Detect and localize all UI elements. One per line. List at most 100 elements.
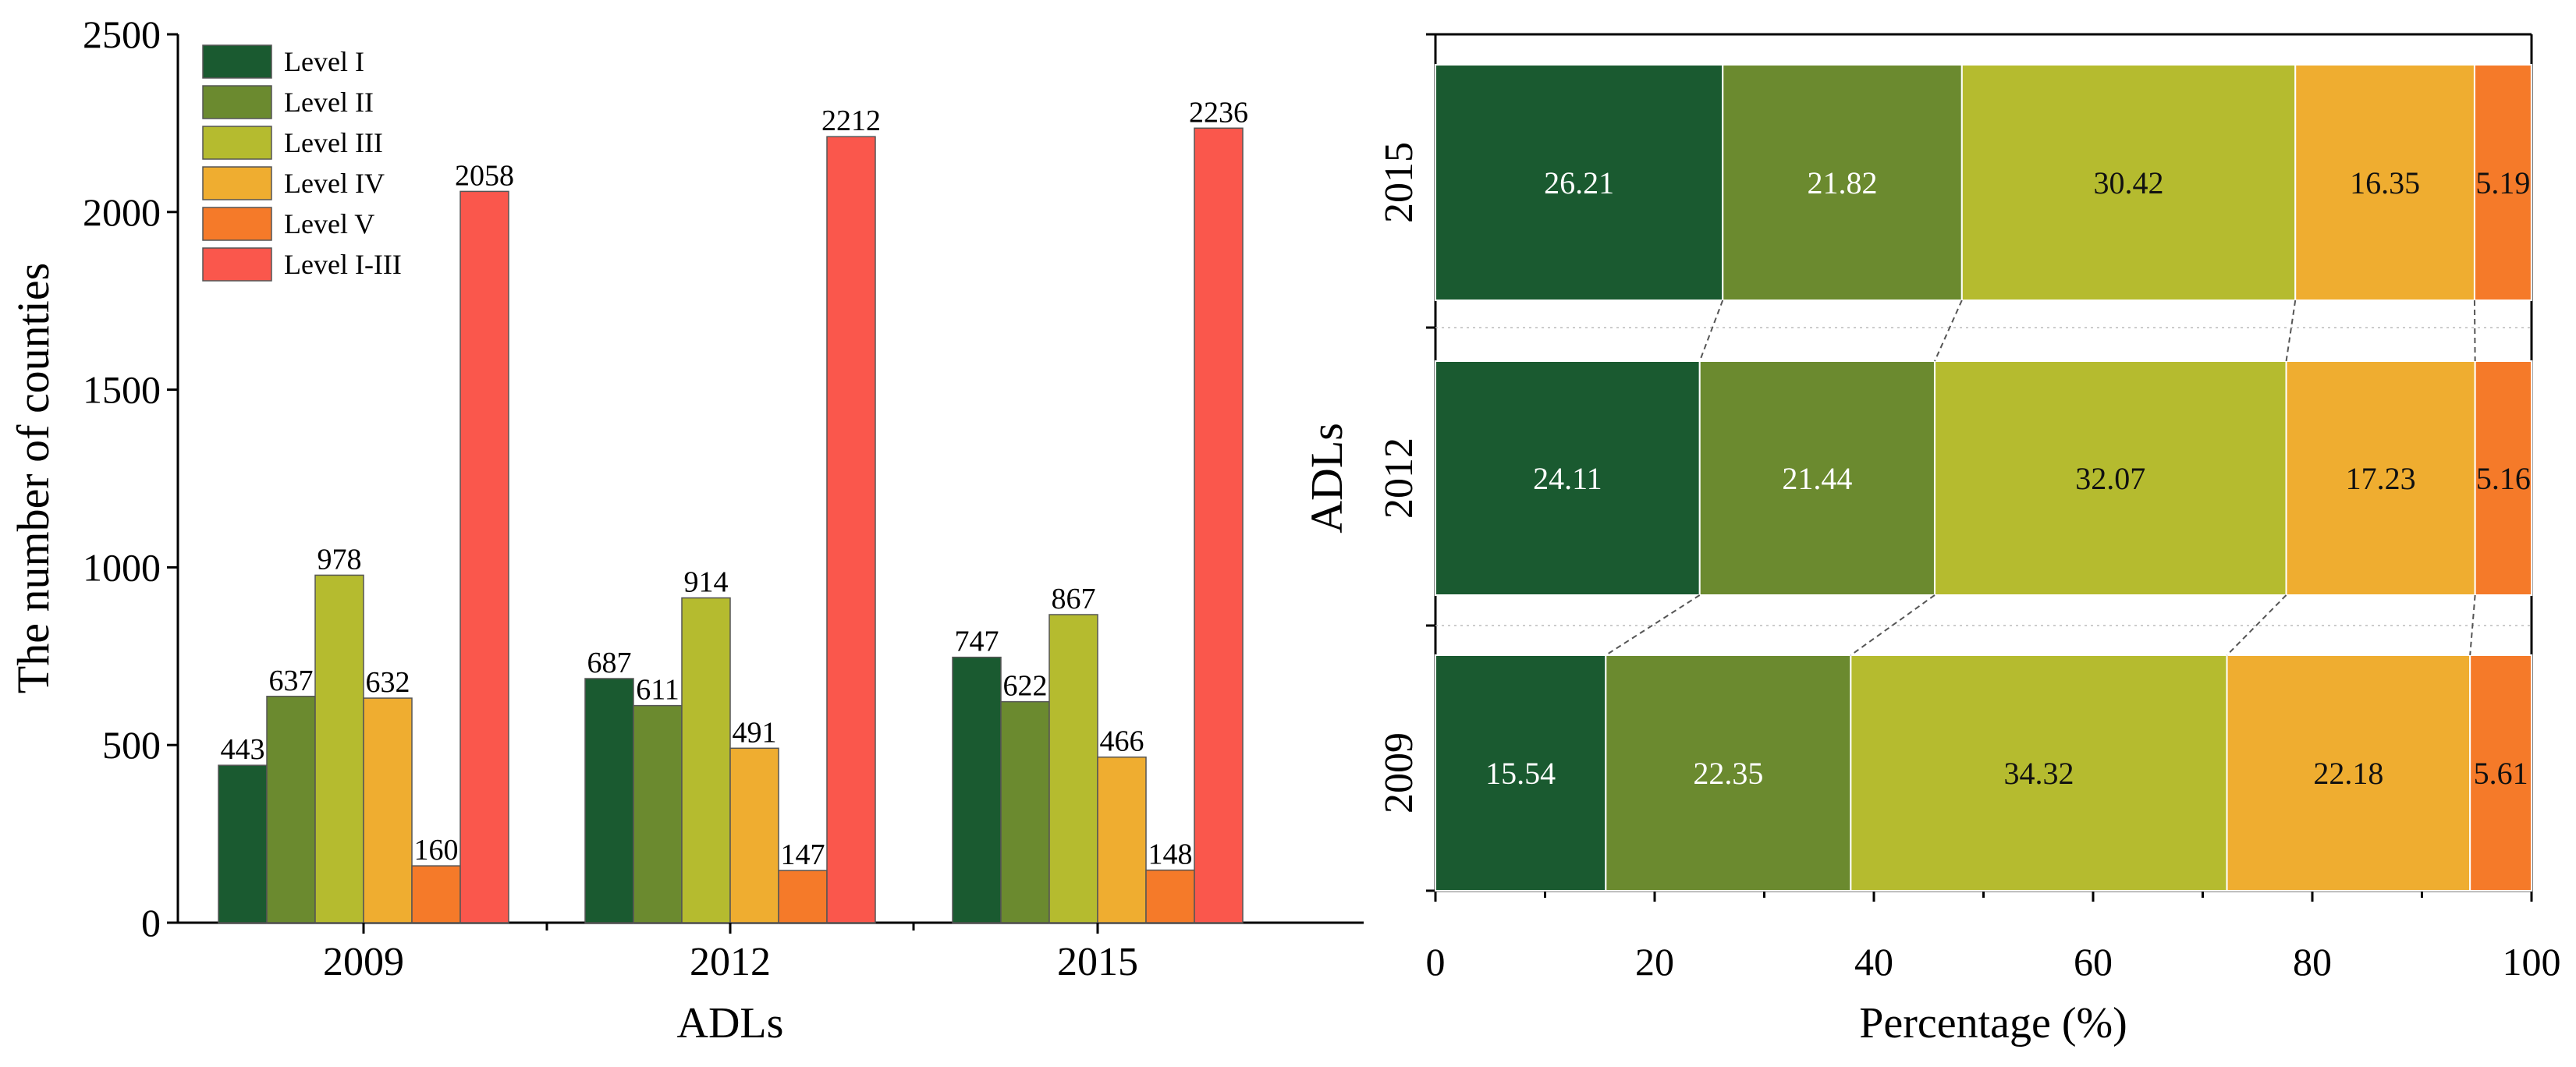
bar-data-label: 147: [781, 838, 825, 871]
segment-data-label: 17.23: [2346, 461, 2416, 496]
bar-data-label: 491: [733, 716, 777, 749]
y-tick-label: 2000: [83, 190, 161, 234]
segment-data-label: 21.44: [1782, 461, 1852, 496]
bar: [314, 574, 364, 923]
bar-data-label: 611: [636, 674, 679, 707]
bar: [826, 136, 876, 923]
connector-line: [1850, 594, 1936, 656]
bar: [681, 597, 731, 923]
segment-data-label: 34.32: [2003, 756, 2074, 791]
legend-swatch: [202, 207, 272, 241]
bar: [1097, 756, 1147, 923]
x-tick-label: 100: [2503, 940, 2561, 984]
x-tick-label: 2015: [1057, 940, 1138, 984]
bar-data-label: 632: [366, 666, 410, 699]
bar: [411, 865, 461, 923]
stacked-segment: [2474, 360, 2533, 596]
x-tick-label: 2012: [690, 940, 771, 984]
x-tick-label: 80: [2293, 940, 2332, 984]
stacked-segment: [1605, 654, 1852, 892]
bar: [729, 747, 779, 923]
y-tick-label: 2500: [83, 12, 161, 56]
stacked-segment: [1722, 64, 1963, 301]
segment-data-label: 32.07: [2075, 461, 2145, 496]
stacked-segment: [2473, 64, 2532, 301]
segment-data-label: 15.54: [1485, 756, 1556, 791]
stacked-segment: [1435, 654, 1607, 892]
segment-data-label: 5.19: [2475, 165, 2530, 200]
stacked-segment: [2294, 64, 2475, 301]
connector-line: [2469, 594, 2476, 656]
connector-line: [1698, 300, 1724, 362]
segment-data-label: 5.16: [2476, 461, 2531, 496]
bar-data-label: 978: [318, 543, 362, 576]
bar-data-label: 466: [1100, 725, 1144, 758]
segment-data-label: 30.42: [2094, 165, 2164, 200]
segment-data-label: 22.35: [1693, 756, 1763, 791]
segment-data-label: 21.82: [1808, 165, 1878, 200]
bar: [1194, 127, 1244, 923]
bar-data-label: 2212: [821, 105, 881, 137]
bar: [363, 697, 413, 923]
bar-data-label: 148: [1148, 838, 1193, 871]
x-tick-label: 2009: [323, 940, 404, 984]
stacked-segment: [2469, 654, 2532, 892]
segment-data-label: 16.35: [2350, 165, 2420, 200]
bar: [218, 764, 268, 923]
stacked-segment: [1698, 360, 1936, 596]
bar: [1000, 700, 1050, 923]
y-axis-title: ADLs: [1301, 423, 1352, 534]
legend-label: Level III: [284, 127, 383, 158]
stacked-segment: [1435, 64, 1724, 301]
connector-line: [2285, 300, 2297, 362]
y-tick-label: 2012: [1377, 438, 1421, 519]
bar-data-label: 687: [587, 647, 632, 679]
x-tick-label: 40: [1854, 940, 1893, 984]
legend-swatch: [202, 85, 272, 119]
bar: [459, 190, 509, 923]
bar: [266, 696, 316, 923]
x-axis-title: ADLs: [677, 999, 784, 1048]
legend-swatch: [202, 247, 272, 282]
right-stacked-bar-chart: 0 20 40 60 80 100 26.21 21.82 30.42 16.35 5.19 2015…: [1301, 33, 2561, 1048]
legend-label: Level I-III: [284, 249, 402, 280]
bar: [633, 704, 683, 923]
bar-data-label: 2058: [455, 159, 514, 192]
bar-data-label: 637: [269, 665, 314, 697]
y-tick-label: 1500: [83, 368, 161, 412]
bar: [1048, 614, 1098, 923]
bar-data-label: 2236: [1189, 96, 1248, 129]
segment-data-label: 22.18: [2313, 756, 2383, 791]
y-tick-label: 1000: [83, 545, 161, 589]
left-bar-chart: 0 500 1000 1500 2000 2500 443 637 978 632 160 2058 2…: [8, 12, 1364, 1048]
bar: [952, 656, 1002, 923]
segment-data-label: 26.21: [1544, 165, 1614, 200]
x-tick-label: 0: [1426, 940, 1446, 984]
stacked-segment: [1960, 64, 2297, 301]
legend-swatch: [202, 44, 272, 79]
bar-data-label: 747: [955, 626, 999, 658]
y-tick-label: 0: [141, 901, 161, 945]
y-axis-title: The number of counties: [8, 263, 59, 693]
bar: [1145, 869, 1195, 923]
legend-label: Level I: [284, 46, 364, 77]
bar-data-label: 867: [1052, 583, 1096, 615]
segment-data-label: 24.11: [1533, 461, 1602, 496]
bar: [778, 870, 828, 923]
stacked-segment: [1850, 654, 2228, 892]
legend-label: Level V: [284, 208, 374, 239]
y-tick-label: 500: [102, 723, 161, 767]
bar-data-label: 160: [414, 834, 459, 867]
stacked-segment: [1435, 360, 1701, 596]
x-axis-title: Percentage (%): [1859, 999, 2127, 1048]
x-tick-label: 60: [2074, 940, 2113, 984]
bar-data-label: 443: [221, 733, 265, 766]
legend-swatch: [202, 166, 272, 200]
stacked-segment: [2285, 360, 2476, 596]
bar-data-label: 622: [1003, 670, 1048, 703]
stacked-segment: [2226, 654, 2471, 892]
legend-label: Level II: [284, 87, 374, 118]
connector-line: [2226, 594, 2287, 656]
x-tick-label: 20: [1635, 940, 1674, 984]
